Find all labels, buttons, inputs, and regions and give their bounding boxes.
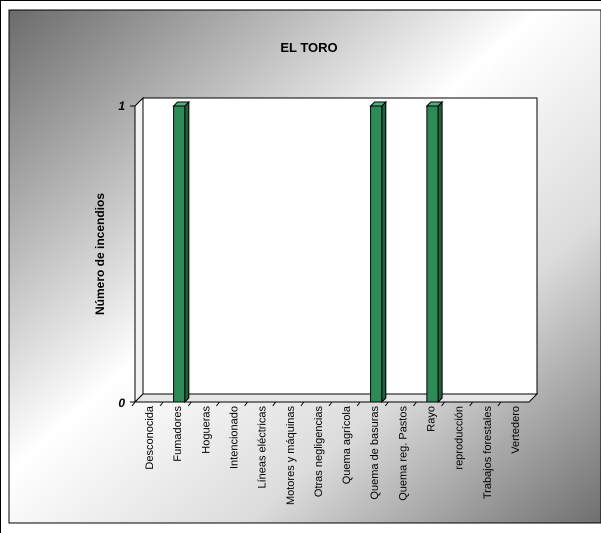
x-tick-mark xyxy=(244,401,248,407)
x-tick-mark xyxy=(356,401,361,407)
x-tick-label: Trabajos forestales xyxy=(482,406,494,500)
x-tick-mark xyxy=(469,401,474,407)
y-tick-label: 1 xyxy=(118,99,125,113)
bar-front xyxy=(426,105,439,403)
bar-side xyxy=(437,100,443,404)
bar xyxy=(172,100,191,404)
x-tick-mark xyxy=(272,401,277,407)
back-wall xyxy=(142,97,538,395)
plot-walls xyxy=(133,96,539,404)
x-tick-label: Vertedero xyxy=(510,406,522,454)
bar xyxy=(369,100,388,404)
bar-front xyxy=(173,105,186,403)
bar-top xyxy=(369,101,388,107)
x-tick-mark xyxy=(441,401,445,407)
x-tick-mark xyxy=(413,401,417,407)
x-tick-mark xyxy=(187,401,192,407)
x-tick-label: Fumadores xyxy=(172,406,184,462)
x-tick-mark xyxy=(131,401,136,407)
bar-front xyxy=(370,105,383,403)
x-tick-mark xyxy=(300,401,305,407)
y-axis: 1 0 xyxy=(118,99,136,410)
bar-side xyxy=(381,100,387,404)
x-tick-mark xyxy=(497,401,502,407)
x-tick-label: Intencionado xyxy=(229,406,241,469)
x-tick-mark xyxy=(159,401,164,407)
bar-top xyxy=(172,101,191,107)
bars xyxy=(172,100,444,404)
x-tick-label: Motores y máquinas xyxy=(285,406,297,506)
side-wall xyxy=(134,96,144,404)
bar-side xyxy=(184,100,190,404)
chart-title: EL TORO xyxy=(280,40,337,55)
x-tick-label: reproducción xyxy=(454,406,466,470)
y-axis-label: Número de incendios xyxy=(93,193,107,315)
x-tick-mark xyxy=(328,401,333,407)
x-axis-ticks: Desconocida Fumadores Hogueras Intencionado… xyxy=(131,401,522,506)
x-tick-mark xyxy=(216,401,220,407)
x-tick-label: Quema de basuras xyxy=(369,406,381,500)
x-tick-label: Quema agrícola xyxy=(341,405,353,484)
x-tick-label: Líneas eléctricas xyxy=(257,406,269,489)
bar xyxy=(425,100,444,404)
x-tick-mark xyxy=(384,401,389,407)
x-tick-label: Rayo xyxy=(426,406,438,432)
x-tick-label: Hogueras xyxy=(200,406,212,454)
x-tick-label: Otras negligencias xyxy=(313,406,325,498)
bar-top xyxy=(425,101,444,107)
x-tick-label: Quema reg. Pastos xyxy=(397,406,409,501)
floor xyxy=(133,393,539,403)
x-tick-label: Desconocida xyxy=(144,405,156,469)
y-tick-label: 0 xyxy=(118,396,125,410)
